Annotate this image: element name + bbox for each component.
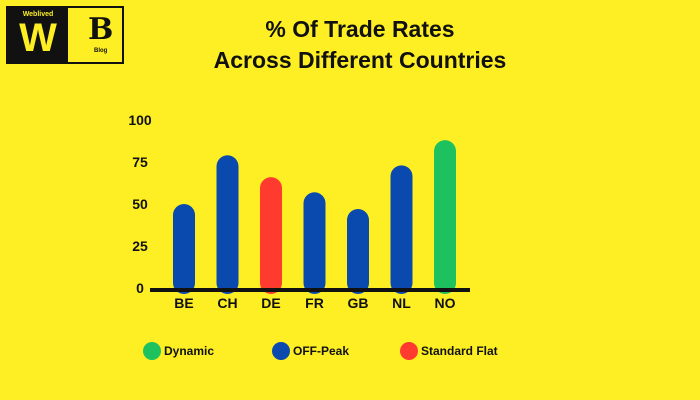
bar-nl <box>390 165 413 294</box>
logo-b-caption: Blog <box>94 48 108 54</box>
bar-ch <box>216 155 239 294</box>
x-tick-label: CH <box>217 295 237 311</box>
bar-de <box>260 177 282 294</box>
bar-fr <box>303 192 326 294</box>
x-tick-label: DE <box>261 295 280 311</box>
y-tick-label: 0 <box>136 280 144 296</box>
legend-label: Dynamic <box>164 344 215 358</box>
logo-w-block: Weblived W <box>8 8 68 62</box>
x-axis-line <box>150 288 470 292</box>
legend-label: Standard Flat <box>421 344 498 358</box>
chart-title: % Of Trade Rates Across Different Countr… <box>150 14 570 76</box>
bar-be <box>173 204 195 294</box>
legend-item: Dynamic <box>143 342 214 360</box>
y-tick-label: 50 <box>132 196 148 212</box>
weblived-blog-logo: Weblived W B Blog <box>6 6 124 64</box>
bar-gb <box>347 209 369 294</box>
bar-no <box>434 140 456 294</box>
y-tick-label: 75 <box>132 154 148 170</box>
legend-swatch <box>400 342 418 360</box>
legend-swatch <box>143 342 161 360</box>
logo-w-caption: Weblived <box>22 11 54 18</box>
logo-b-letter: B <box>88 12 114 47</box>
y-tick-label: 25 <box>132 238 148 254</box>
x-tick-label: BE <box>174 295 193 311</box>
x-tick-label: FR <box>305 295 324 311</box>
x-tick-label: GB <box>348 295 369 311</box>
logo-w-letter: W <box>19 16 57 60</box>
chart-title-line-2: Across Different Countries <box>213 47 507 73</box>
logo-b-block: B Blog <box>74 8 122 62</box>
legend-label: OFF-Peak <box>293 344 350 358</box>
legend-item: Standard Flat <box>400 342 498 360</box>
x-tick-label: NO <box>435 295 456 311</box>
legend-item: OFF-Peak <box>272 342 349 360</box>
y-tick-label: 100 <box>128 112 152 128</box>
x-tick-label: NL <box>392 295 411 311</box>
legend-swatch <box>272 342 290 360</box>
chart-title-line-1: % Of Trade Rates <box>265 16 455 42</box>
